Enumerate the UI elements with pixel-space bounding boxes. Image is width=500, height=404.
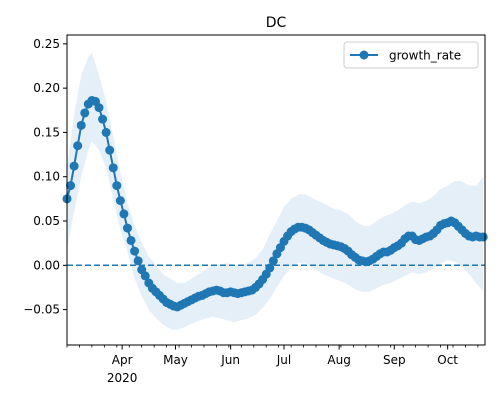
data-point — [80, 108, 90, 118]
data-point — [268, 256, 278, 266]
data-point — [105, 145, 115, 155]
data-point — [478, 232, 488, 242]
x-tick-label: Oct — [437, 353, 458, 367]
data-point — [133, 256, 143, 266]
x-tick-label: Jul — [276, 353, 291, 367]
data-point — [122, 223, 132, 233]
legend-label: growth_rate — [389, 49, 461, 63]
legend-box — [343, 41, 479, 69]
data-point — [126, 235, 136, 245]
legend-marker-swatch — [359, 50, 369, 60]
x-tick-label: Jun — [220, 353, 240, 367]
y-axis: −0.05 0.00 0.05 0.10 0.15 0.20 0.25 — [23, 37, 67, 317]
data-point — [101, 127, 111, 137]
y-tick-label: 0.25 — [33, 37, 60, 51]
x-tick-label: Apr — [112, 353, 133, 367]
axes-frame — [66, 34, 486, 346]
data-point — [112, 181, 122, 191]
x-tick-label: Aug — [327, 353, 350, 367]
x-tick-label: Sep — [383, 353, 406, 367]
x-axis: Apr May Jun Jul Aug Sep Oct 2020 — [66, 345, 479, 385]
data-point — [76, 120, 86, 130]
y-tick-label: 0.20 — [33, 81, 60, 95]
data-point — [140, 271, 150, 281]
y-tick-label: 0.05 — [33, 214, 60, 228]
data-point — [66, 181, 76, 191]
y-tick-label: −0.05 — [23, 303, 60, 317]
y-tick-label: 0.00 — [33, 258, 60, 272]
y-tick-label: 0.10 — [33, 170, 60, 184]
chart-title: DC — [266, 15, 287, 31]
data-point — [115, 196, 125, 206]
x-year-label: 2020 — [107, 371, 138, 385]
data-point — [108, 163, 118, 173]
data-point — [98, 114, 108, 124]
data-point — [119, 209, 129, 219]
confidence-band-area — [67, 52, 484, 330]
y-tick-label: 0.15 — [33, 125, 60, 139]
confidence-band — [67, 52, 484, 330]
data-point — [73, 141, 83, 151]
data-point — [69, 161, 79, 171]
legend: growth_rate — [343, 41, 479, 69]
data-point — [94, 103, 104, 113]
x-tick-label: May — [163, 353, 188, 367]
data-point — [130, 246, 140, 256]
